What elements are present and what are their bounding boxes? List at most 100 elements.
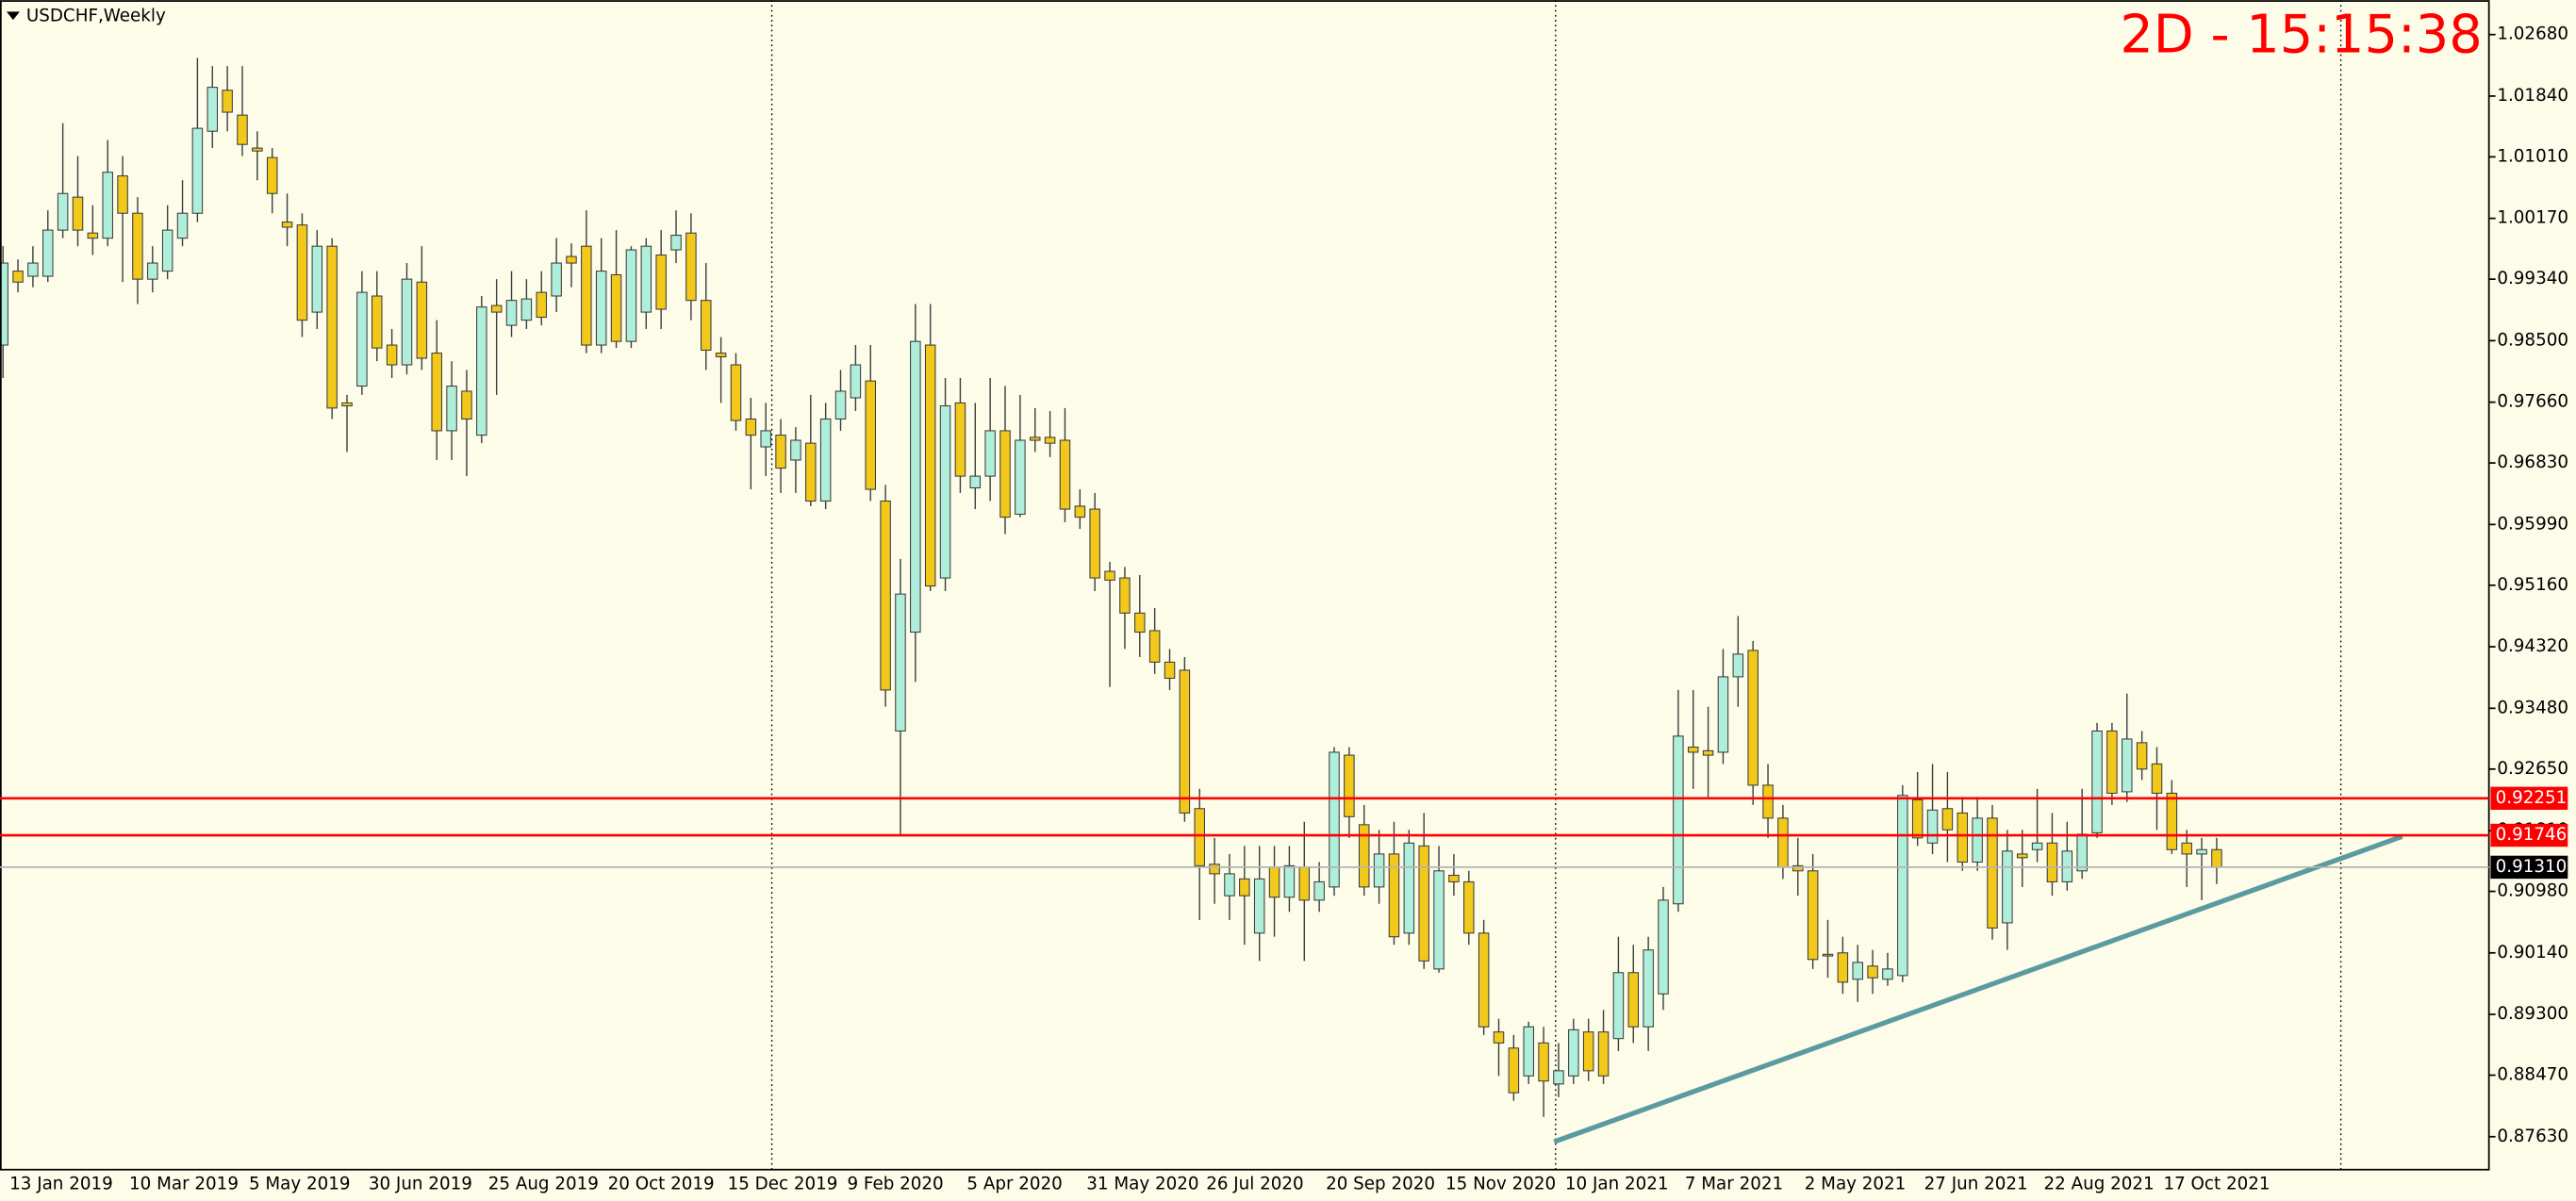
candle-body: [1358, 824, 1370, 888]
candle-body: [1448, 874, 1460, 882]
candle-body: [1658, 899, 1669, 995]
candle-body: [2002, 850, 2013, 924]
candle-body: [266, 156, 278, 194]
candle-body: [1911, 798, 1924, 839]
candle-body: [1837, 952, 1849, 983]
candle-body: [1344, 754, 1355, 817]
candle-body: [969, 475, 982, 489]
candle-body: [1119, 577, 1131, 614]
candle-body: [939, 404, 951, 579]
y-tick-label: 1.00170: [2497, 208, 2568, 228]
candle-body: [685, 232, 697, 302]
menu-arrow[interactable]: [6, 11, 20, 21]
candle-body: [1717, 676, 1729, 753]
y-tick-label: 0.99340: [2497, 269, 2568, 288]
x-tick-label: 20 Sep 2020: [1326, 1174, 1435, 1193]
candle-body: [536, 291, 548, 319]
candle-body: [1523, 1026, 1534, 1077]
candle-body: [1179, 669, 1191, 814]
candle-body: [1268, 866, 1280, 898]
candle-body: [1194, 808, 1205, 866]
y-tick-label: 0.90980: [2497, 881, 2568, 901]
x-tick-label: 25 Aug 2019: [488, 1174, 599, 1193]
candle-body: [595, 271, 607, 346]
candle-body: [386, 344, 398, 366]
candle-body: [1298, 866, 1311, 901]
candle-body: [102, 172, 113, 239]
candle-body: [1329, 751, 1340, 888]
candle-body: [1209, 864, 1220, 875]
candle-body: [1612, 972, 1625, 1040]
candle-body: [431, 353, 442, 432]
x-tick-label: 5 Apr 2020: [966, 1174, 1062, 1193]
candle-body: [2181, 842, 2192, 855]
candle-body: [1926, 809, 1939, 844]
level-label: 0.91746: [2496, 825, 2568, 845]
x-tick-label: 7 Mar 2021: [1685, 1174, 1783, 1193]
x-tick-label: 15 Nov 2020: [1445, 1174, 1556, 1193]
candle-body: [2151, 763, 2163, 794]
y-tick-label: 0.88470: [2497, 1065, 2568, 1085]
y-tick-label: 0.95160: [2497, 575, 2568, 595]
candle-body: [1897, 795, 1908, 977]
candle-body: [252, 147, 263, 152]
candle-body: [72, 196, 84, 231]
candle-body: [1463, 880, 1475, 934]
candle-body: [372, 295, 383, 349]
x-tick-label: 15 Dec 2019: [728, 1174, 838, 1193]
y-tick-label: 1.02680: [2497, 25, 2568, 44]
candle-body: [566, 255, 577, 264]
candle-body: [760, 430, 771, 448]
candle-body: [640, 245, 652, 313]
candle-body: [1433, 870, 1445, 970]
candle-body: [2122, 738, 2133, 793]
candle-body: [461, 390, 472, 420]
candle-body: [191, 127, 204, 214]
candle-body: [910, 340, 921, 633]
x-tick-label: 5 May 2019: [249, 1174, 351, 1193]
candle-body: [1582, 1031, 1594, 1072]
candle-body: [401, 278, 413, 366]
candle-body: [42, 229, 54, 277]
candle-body: [1687, 746, 1699, 753]
candle-body: [1747, 650, 1759, 786]
x-tick-label: 13 Jan 2019: [9, 1174, 113, 1193]
candle-body: [1597, 1031, 1610, 1077]
candle-body: [1822, 953, 1834, 957]
candle-body: [1673, 735, 1684, 905]
candle-body: [1762, 784, 1774, 819]
candle-body: [341, 402, 353, 407]
candle-body: [161, 229, 173, 272]
candle-body: [0, 262, 8, 346]
candle-body: [581, 245, 592, 346]
candle-body: [1253, 878, 1265, 934]
candle-body: [745, 418, 757, 436]
x-tick-label: 22 Aug 2021: [2044, 1174, 2155, 1193]
candle-body: [2211, 848, 2222, 868]
candle-body: [2166, 792, 2178, 850]
trendline: [1553, 833, 2403, 1144]
candle-body: [505, 300, 518, 326]
candle-body: [700, 300, 712, 352]
candle-body: [880, 500, 891, 691]
candle-body: [1148, 630, 1161, 663]
level-label-box: [2490, 786, 2568, 811]
candle-body: [2106, 730, 2118, 794]
candle-body: [1702, 749, 1714, 756]
candle-body: [1882, 968, 1893, 980]
candle-body: [1059, 439, 1071, 510]
y-tick-label: 0.94320: [2497, 636, 2568, 656]
candle-body: [1972, 817, 1983, 863]
candle-body: [281, 222, 293, 228]
candle-body: [1044, 436, 1056, 444]
candle-body: [117, 175, 128, 214]
candle-body: [311, 245, 323, 313]
candle-body: [222, 90, 233, 113]
candle-body: [12, 271, 24, 283]
candle-body: [551, 262, 562, 297]
countdown-timer: 2D - 15:15:38: [2120, 4, 2482, 65]
candle-body: [1418, 845, 1429, 962]
candle-body: [1074, 505, 1086, 518]
x-tick-label: 26 Jul 2020: [1206, 1174, 1303, 1193]
